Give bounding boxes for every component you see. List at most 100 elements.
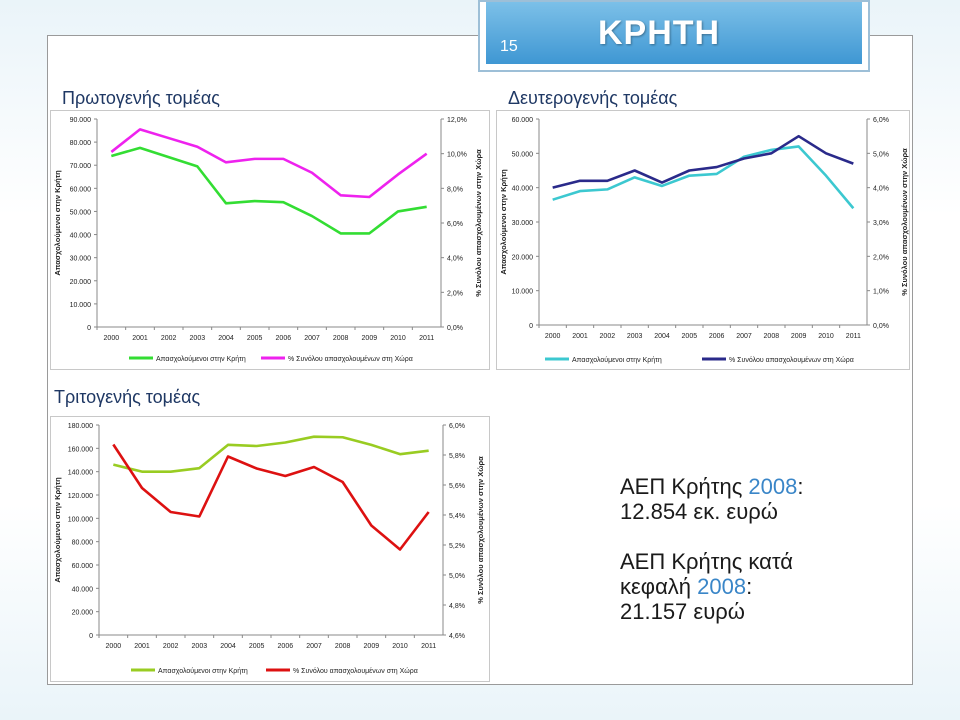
series-line-1 (113, 435, 429, 473)
x-tick-label: 2006 (278, 643, 294, 650)
y-tick-label: 30.000 (512, 220, 534, 227)
chart-primary: 0 10.000 20.000 30.000 40.000 50.000 60.000 70.… (53, 117, 483, 363)
series-line-1 (110, 146, 427, 235)
y-tick-label: 70.000 (70, 163, 92, 170)
chart-secondary-box: 0 10.000 20.000 30.000 40.000 50.000 60.000 0,0… (496, 110, 910, 370)
y-tick-label: 60.000 (72, 563, 94, 570)
x-tick-label: 2011 (421, 643, 436, 650)
y2-tick-label: 4,0% (447, 256, 463, 263)
x-tick-label: 2002 (161, 335, 177, 342)
gdp-colon: : (797, 474, 804, 499)
x-tick-label: 2008 (764, 333, 780, 340)
x-tick-label: 2004 (654, 333, 670, 340)
legend-label: % Συνόλου απασχολουμένων στη Χώρα (293, 667, 418, 675)
y-tick-label: 180.000 (68, 423, 93, 430)
legend-label: % Συνόλου απασχολουμένων στη Χώρα (288, 355, 413, 363)
series-line-2 (110, 128, 428, 199)
chart-secondary: 0 10.000 20.000 30.000 40.000 50.000 60.000 0,0… (499, 117, 909, 364)
y2-tick-label: 12,0% (447, 117, 467, 124)
chart-tertiary: 0 20.000 40.000 60.000 80.000 100.000 120.000 1… (53, 423, 485, 675)
y-tick-label: 20.000 (512, 254, 534, 261)
y-tick-label: 0 (529, 323, 533, 330)
x-tick-label: 2001 (572, 333, 588, 340)
slide-title: ΚΡΗΤΗ (598, 14, 721, 52)
x-tick-label: 2001 (134, 643, 150, 650)
y2-tick-label: 0,0% (447, 325, 463, 332)
y2-tick-label: 2,0% (447, 290, 463, 297)
y2-tick-label: 6,0% (447, 221, 463, 228)
x-tick-label: 2009 (791, 333, 807, 340)
gdp-per-capita-colon: : (746, 574, 753, 599)
gdp-label: ΑΕΠ Κρήτης (620, 474, 749, 499)
y-tick-label: 30.000 (70, 256, 92, 263)
x-tick-label: 2002 (163, 643, 179, 650)
y-tick-label: 40.000 (72, 586, 94, 593)
x-tick-label: 2000 (545, 333, 561, 340)
y-tick-label: 20.000 (72, 610, 94, 617)
legend-label: Απασχολούμενοι στην Κρήτη (572, 356, 662, 364)
y2-tick-label: 6,0% (873, 117, 889, 124)
legend-label: % Συνόλου απασχολουμένων στη Χώρα (729, 356, 854, 364)
x-tick-label: 2010 (392, 643, 408, 650)
series-line-2 (552, 134, 854, 189)
chart-tertiary-box: 0 20.000 40.000 60.000 80.000 100.000 120.000 1… (50, 416, 490, 682)
y-tick-label: 160.000 (68, 446, 93, 453)
x-tick-label: 2009 (364, 643, 380, 650)
series-line-1 (552, 145, 855, 210)
gdp-spacer (620, 524, 804, 549)
x-tick-label: 2001 (132, 335, 148, 342)
y2-tick-label: 8,0% (447, 186, 463, 193)
y-tick-label: 100.000 (68, 516, 93, 523)
x-tick-label: 2000 (104, 335, 120, 342)
x-tick-label: 2007 (304, 335, 320, 342)
y-tick-label: 50.000 (512, 151, 534, 158)
x-tick-label: 2004 (218, 335, 234, 342)
x-tick-label: 2004 (220, 643, 236, 650)
y-tick-label: 40.000 (512, 186, 534, 193)
y2-tick-label: 5,0% (449, 573, 465, 580)
y-tick-label: 90.000 (70, 117, 92, 124)
y2-tick-label: 2,0% (873, 254, 889, 261)
y2-axis-title: % Συνόλου απασχολουμένων στην Χώρα (900, 148, 909, 296)
x-tick-label: 2003 (190, 335, 206, 342)
gdp-per-capita-year: 2008 (697, 574, 747, 599)
x-tick-label: 2006 (276, 335, 292, 342)
y-tick-label: 120.000 (68, 493, 93, 500)
y-tick-label: 0 (87, 325, 91, 332)
y-tick-label: 20.000 (70, 279, 92, 286)
x-tick-label: 2008 (335, 643, 351, 650)
y-tick-label: 10.000 (70, 302, 92, 309)
x-tick-label: 2010 (818, 333, 834, 340)
chart-primary-box: 0 10.000 20.000 30.000 40.000 50.000 60.000 70.… (50, 110, 490, 370)
y2-tick-label: 5,0% (873, 151, 889, 158)
y-tick-label: 0 (89, 633, 93, 640)
y-axis-title: Απασχολούμενοι στην Κρήτη (499, 169, 508, 275)
x-tick-label: 2011 (419, 335, 434, 342)
x-tick-label: 2009 (362, 335, 378, 342)
y-tick-label: 140.000 (68, 470, 93, 477)
y2-axis-title: % Συνόλου απασχολουμένων στην Χώρα (474, 149, 483, 297)
x-tick-label: 2005 (247, 335, 263, 342)
x-tick-label: 2007 (306, 643, 322, 650)
x-tick-label: 2000 (106, 643, 122, 650)
slide-number: 15 (500, 38, 518, 55)
gdp-value: 12.854 εκ. ευρώ (620, 499, 778, 524)
x-tick-label: 2005 (249, 643, 265, 650)
y2-tick-label: 1,0% (873, 289, 889, 296)
gdp-per-capita-label-2: κεφαλή (620, 574, 698, 599)
y2-axis-title: % Συνόλου απασχολουμένων στην Χώρα (476, 456, 485, 604)
y2-tick-label: 4,6% (449, 633, 465, 640)
x-tick-label: 2003 (627, 333, 643, 340)
x-tick-label: 2005 (682, 333, 698, 340)
gdp-line-4: κεφαλή 2008: (620, 574, 804, 599)
y-tick-label: 10.000 (512, 289, 534, 296)
y2-tick-label: 10,0% (447, 152, 467, 159)
legend-label: Απασχολούμενοι στην Κρήτη (156, 355, 246, 363)
y-tick-label: 50.000 (70, 209, 92, 216)
x-tick-label: 2003 (192, 643, 208, 650)
x-tick-label: 2007 (736, 333, 752, 340)
y2-tick-label: 5,8% (449, 453, 465, 460)
gdp-year: 2008 (748, 474, 798, 499)
heading-secondary: Δευτερογενής τομέας (508, 88, 678, 108)
y-tick-label: 80.000 (70, 140, 92, 147)
